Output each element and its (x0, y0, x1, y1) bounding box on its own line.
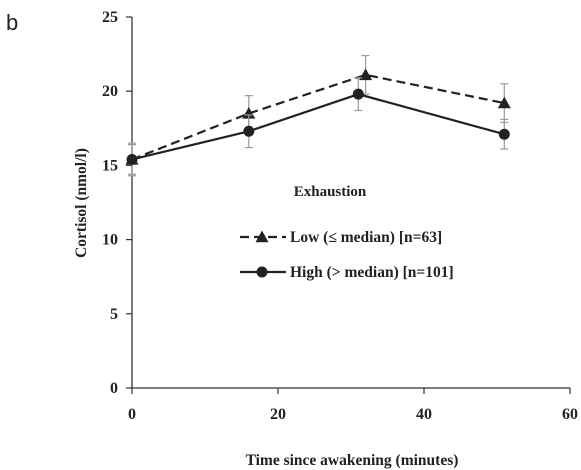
legend-title: Exhaustion (294, 184, 367, 200)
legend-marker (256, 266, 268, 278)
data-point (126, 153, 138, 165)
y-tick-label: 10 (102, 232, 118, 249)
series-2 (126, 77, 510, 177)
x-tick-label: 0 (128, 406, 136, 423)
data-point (359, 68, 373, 81)
legend-item-1: Low (≤ median) [n=63] (240, 229, 442, 246)
legend-label: High (> median) [n=101] (290, 264, 454, 281)
legend: Low (≤ median) [n=63] High (> median) [n=… (240, 229, 454, 281)
data-point (352, 88, 364, 100)
panel-label: b (6, 10, 18, 35)
x-axis-label: Time since awakening (minutes) (246, 452, 459, 469)
series-line (131, 93, 505, 161)
x-tick-label: 60 (562, 406, 578, 423)
legend-label: Low (≤ median) [n=63] (290, 229, 442, 246)
y-tick-label: 25 (102, 9, 118, 26)
y-tick-label: 5 (110, 306, 118, 323)
data-point (243, 125, 255, 137)
y-tick-label: 0 (110, 380, 118, 397)
data-point (498, 128, 510, 140)
legend-item-2: High (> median) [n=101] (240, 264, 454, 281)
data-point (242, 106, 256, 119)
y-axis-label: Cortisol (nmol/l) (73, 148, 90, 258)
x-tick-label: 20 (270, 406, 286, 423)
x-tick-label: 40 (416, 406, 432, 423)
series-line (131, 73, 505, 161)
y-tick-label: 15 (102, 157, 118, 174)
data-point (497, 96, 511, 109)
plot-area: 0 5 10 15 20 25 0 20 40 60 (102, 9, 578, 423)
legend-marker (255, 230, 269, 243)
y-tick-label: 20 (102, 83, 118, 100)
series-1 (125, 54, 511, 175)
